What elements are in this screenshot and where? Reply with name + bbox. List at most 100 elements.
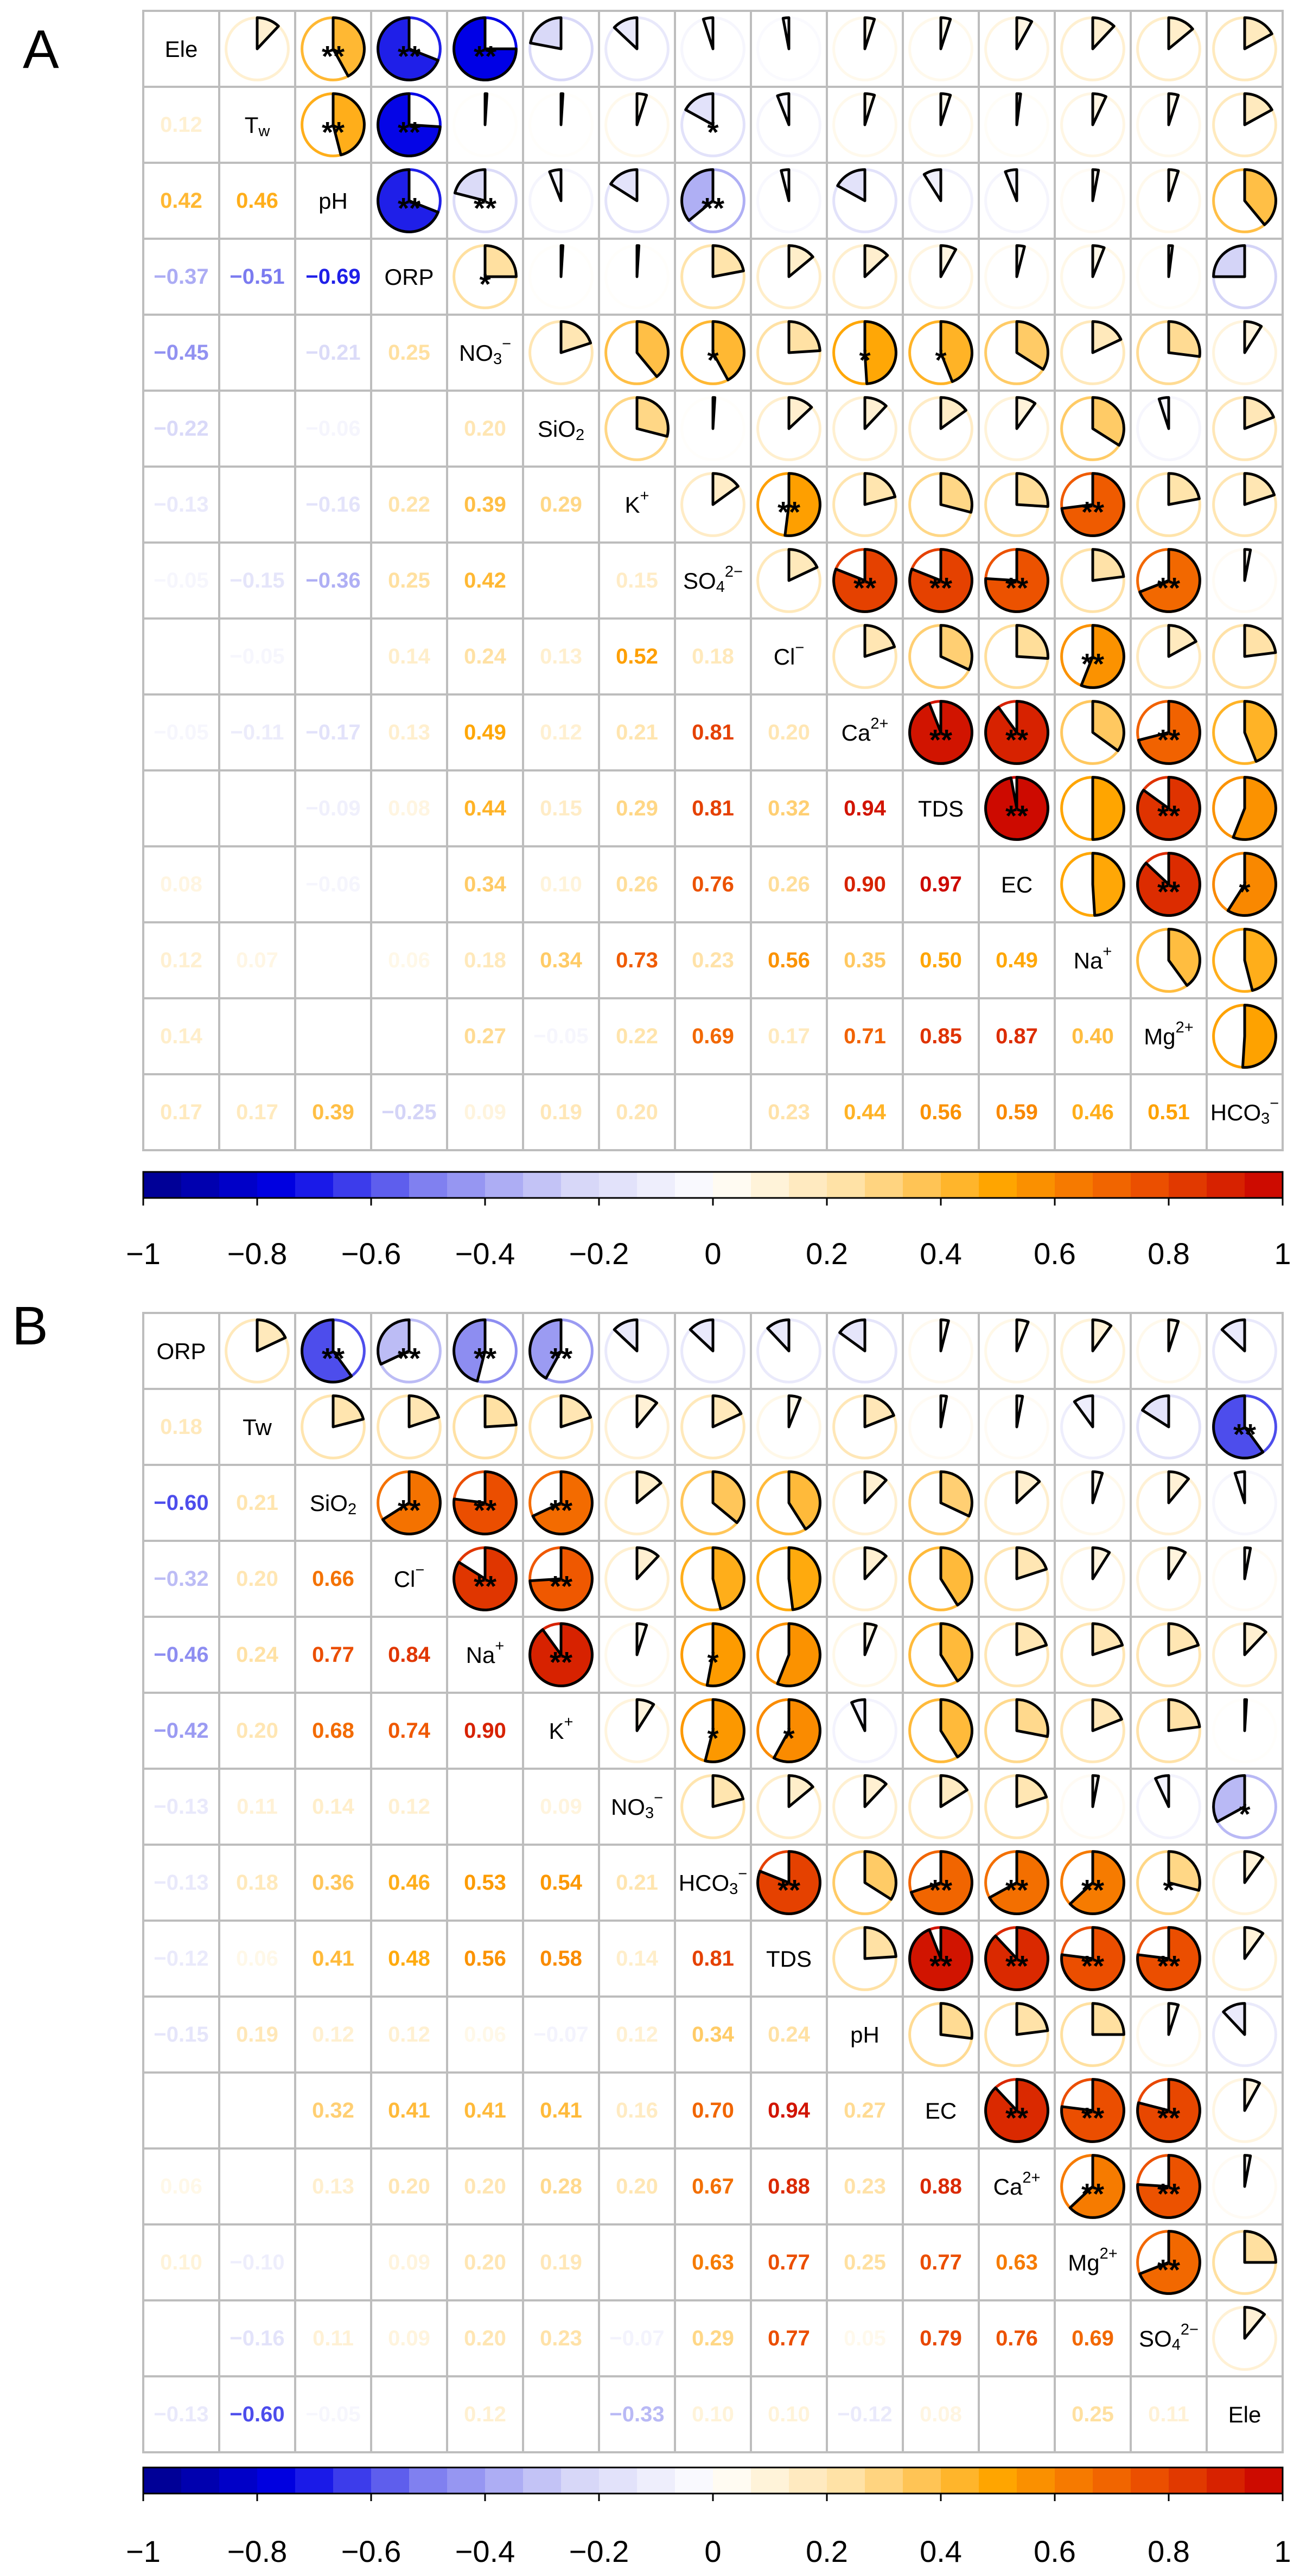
correlation-pie-slice bbox=[1167, 472, 1201, 506]
correlation-value: 0.59 bbox=[996, 1100, 1038, 1124]
colorbar-bin bbox=[257, 1172, 296, 1198]
correlation-pie-slice bbox=[1243, 548, 1252, 582]
correlation-pie-slice bbox=[559, 320, 592, 354]
correlation-pie-slice bbox=[1136, 1926, 1201, 1991]
correlation-pie-slice bbox=[635, 320, 670, 378]
correlation-pie-slice bbox=[1243, 2154, 1252, 2188]
colorbar-bin bbox=[637, 2467, 676, 2494]
correlation-pie-slice bbox=[939, 1470, 973, 1517]
correlation-value: 0.11 bbox=[237, 1795, 278, 1819]
correlation-value: 0.06 bbox=[388, 948, 430, 972]
colorbar-bin bbox=[1055, 2467, 1093, 2494]
correlation-value: −0.15 bbox=[154, 2023, 208, 2046]
variable-label: pH bbox=[318, 188, 348, 214]
significance-marker: * bbox=[707, 1646, 718, 1679]
correlation-value: 0.06 bbox=[160, 2175, 202, 2198]
correlation-pie-slice bbox=[787, 1470, 821, 1531]
correlation-pie-slice bbox=[1015, 1698, 1049, 1738]
significance-marker: * bbox=[783, 1722, 794, 1755]
colorbar-bin bbox=[371, 1172, 410, 1198]
correlation-pie-slice bbox=[984, 1926, 1049, 1991]
correlation-value: −0.60 bbox=[230, 2402, 284, 2426]
correlation-pie-slice bbox=[528, 1318, 563, 1380]
correlation-value: 0.76 bbox=[996, 2326, 1038, 2350]
colorbar-bin bbox=[675, 2467, 713, 2494]
correlation-value: 0.18 bbox=[464, 948, 506, 972]
correlation-pie-slice bbox=[1167, 92, 1180, 126]
correlation-value: 0.27 bbox=[844, 2099, 886, 2122]
correlation-value: 0.17 bbox=[768, 1024, 810, 1048]
significance-marker: ** bbox=[1157, 800, 1180, 832]
correlation-pie-slice bbox=[780, 168, 791, 202]
correlation-pie-slice bbox=[908, 700, 973, 765]
correlation-pie-slice bbox=[1091, 320, 1123, 354]
significance-marker: ** bbox=[853, 572, 876, 604]
colorbar-bin bbox=[903, 2467, 941, 2494]
colorbar-tick-label: −0.8 bbox=[227, 2534, 288, 2568]
correlation-value: 0.10 bbox=[540, 872, 582, 896]
colorbar-tick-label: 1 bbox=[1274, 1236, 1291, 1271]
correlation-value: 0.52 bbox=[616, 645, 658, 668]
correlation-value: 0.41 bbox=[388, 2099, 430, 2122]
correlation-value: 0.28 bbox=[540, 2175, 582, 2198]
colorbar-tick-label: 0 bbox=[704, 2534, 721, 2568]
colorbar-tick-label: 0.6 bbox=[1034, 1236, 1076, 1271]
correlation-pie-slice bbox=[776, 1622, 821, 1687]
correlation-value: 0.46 bbox=[236, 189, 278, 213]
correlation-value: 0.10 bbox=[160, 2250, 202, 2274]
correlation-value: 0.18 bbox=[160, 1415, 202, 1439]
significance-marker: ** bbox=[1005, 1950, 1028, 1982]
correlation-pie-slice bbox=[772, 1698, 821, 1763]
grid-cell bbox=[294, 617, 372, 696]
colorbar-bin bbox=[1055, 1172, 1093, 1198]
correlation-pie-slice bbox=[1015, 1622, 1048, 1656]
correlation-pie-slice bbox=[1015, 92, 1022, 126]
correlation-value: 0.09 bbox=[540, 1795, 582, 1819]
correlation-pie-slice bbox=[1167, 16, 1194, 50]
grid-cell bbox=[142, 2299, 220, 2377]
correlation-value: 0.51 bbox=[1148, 1100, 1190, 1124]
variable-label: ORP bbox=[156, 1338, 206, 1364]
correlation-value: 0.08 bbox=[160, 872, 202, 896]
correlation-pie-slice bbox=[939, 1698, 973, 1758]
correlation-value: 0.20 bbox=[464, 417, 506, 441]
correlation-value: −0.16 bbox=[230, 2326, 284, 2350]
correlation-value: −0.06 bbox=[305, 872, 360, 896]
colorbar-tick-label: 0 bbox=[704, 1236, 721, 1271]
correlation-value: 0.77 bbox=[768, 2250, 810, 2274]
colorbar-bin bbox=[789, 2467, 827, 2494]
significance-marker: * bbox=[1239, 1798, 1250, 1831]
significance-marker: * bbox=[1239, 876, 1250, 908]
correlation-value: 0.20 bbox=[768, 720, 810, 744]
correlation-value: −0.46 bbox=[154, 1643, 208, 1667]
correlation-pie-slice bbox=[832, 548, 897, 613]
correlation-pie-slice bbox=[776, 92, 791, 126]
correlation-pie-slice bbox=[1243, 2306, 1266, 2340]
correlation-value: −0.33 bbox=[609, 2402, 664, 2426]
correlation-pie-slice bbox=[939, 396, 967, 430]
colorbar-tick-label: 0.2 bbox=[806, 2534, 848, 2568]
significance-marker: ** bbox=[1157, 876, 1180, 908]
significance-marker: ** bbox=[474, 1494, 496, 1527]
variable-label: K+​ bbox=[549, 1713, 573, 1743]
significance-marker: * bbox=[1163, 1874, 1174, 1907]
correlation-value: −0.25 bbox=[381, 1100, 436, 1124]
correlation-value: −0.69 bbox=[305, 265, 360, 289]
correlation-value: −0.05 bbox=[154, 720, 208, 744]
significance-marker: * bbox=[707, 344, 718, 377]
correlation-pie-slice bbox=[756, 1850, 821, 1915]
variable-label: EC bbox=[925, 2098, 957, 2124]
correlation-pie-slice bbox=[1243, 700, 1277, 763]
correlation-value: 0.14 bbox=[616, 1947, 659, 1971]
colorbar-tick-label: 1 bbox=[1274, 2534, 1291, 2568]
correlation-pie-slice bbox=[635, 1394, 659, 1429]
correlation-value: 0.20 bbox=[236, 1567, 278, 1591]
correlation-value: 0.46 bbox=[1072, 1100, 1114, 1124]
significance-marker: * bbox=[707, 116, 718, 149]
panel-a-colorbar: −1 −0.8 −0.6 −0.4 −0.2 0 0.2 0.4 0.6 0.8 1 bbox=[126, 1171, 1291, 1271]
correlation-value: −0.60 bbox=[154, 1491, 208, 1515]
correlation-value: 0.44 bbox=[844, 1100, 887, 1124]
colorbar-bin bbox=[1093, 1172, 1131, 1198]
correlation-pie-slice bbox=[939, 1774, 968, 1808]
significance-marker: ** bbox=[1081, 496, 1104, 528]
